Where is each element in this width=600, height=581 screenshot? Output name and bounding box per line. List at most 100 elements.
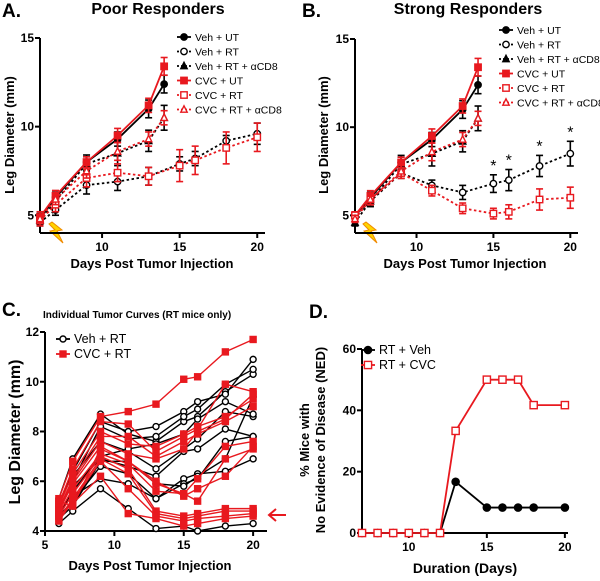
legend-label: CVC + RT: [517, 83, 566, 95]
y-axis-label-d-line1: % Mice with: [297, 403, 312, 477]
y-tick-label: 4: [32, 524, 39, 538]
panel-letter-b: B.: [302, 1, 321, 22]
legend-label: Veh + RT: [517, 40, 561, 52]
data-point: [144, 101, 153, 110]
legend-label: Veh + RT: [74, 332, 127, 346]
y-tick-label: 10: [336, 120, 350, 134]
x-axis-label-c: Days Post Tumor Injection: [68, 558, 231, 573]
x-tick-label: 20: [564, 240, 578, 254]
data-point: [427, 132, 436, 140]
x-tick-label: 15: [487, 240, 501, 254]
x-axis-label-b: Days Post Tumor Injection: [383, 256, 546, 271]
data-point: [366, 194, 375, 203]
data-point: [152, 442, 160, 451]
data-point: [180, 430, 188, 438]
data-point: [96, 485, 105, 493]
x-axis-label-a: Days Post Tumor Injection: [70, 256, 233, 271]
legend-label: Veh + UT: [517, 25, 562, 37]
data-point: [513, 503, 523, 512]
data-point: [175, 161, 184, 170]
legend-marker-icon: [180, 33, 188, 41]
data-point: [474, 63, 482, 72]
data-point: [55, 507, 63, 515]
legend-label: RT + CVC: [379, 358, 436, 372]
data-point: [96, 417, 105, 426]
data-point: [529, 503, 538, 512]
data-point: [249, 355, 257, 364]
legend-label: Veh + UT: [195, 32, 240, 44]
data-point: [513, 375, 523, 384]
data-point: [144, 172, 153, 181]
legend-marker-icon: [180, 76, 188, 85]
data-point: [193, 445, 202, 453]
data-point: [69, 477, 77, 485]
x-tick-label: 5: [42, 538, 49, 552]
data-point: [124, 485, 132, 493]
data-point: [69, 457, 77, 466]
legend-item: CVC + RT: [177, 90, 244, 102]
data-point: [222, 144, 231, 152]
legend-marker-icon: [180, 91, 188, 99]
data-point: [124, 457, 132, 466]
data-point: [35, 213, 45, 223]
data-point: [221, 397, 230, 406]
data-point: [435, 528, 445, 538]
legend-item: Veh + RT: [56, 332, 127, 346]
legend-item: CVC + RT: [499, 83, 566, 95]
data-point: [160, 62, 169, 71]
legend-marker-icon: [501, 97, 511, 106]
data-point: [82, 165, 91, 175]
data-point: [482, 503, 492, 512]
data-point: [560, 400, 570, 410]
data-point: [180, 375, 188, 383]
legend-marker-icon: [502, 69, 510, 78]
legend-label: Veh + RT + αCD8: [517, 54, 600, 66]
data-point: [221, 514, 230, 523]
legend-item: CVC + RT + αCD8: [499, 97, 600, 110]
data-point: [69, 502, 77, 510]
data-point: [396, 166, 406, 175]
data-point: [451, 426, 460, 436]
data-point: [152, 422, 160, 431]
data-point: [180, 412, 188, 421]
data-point: [96, 445, 105, 453]
legend-label: CVC + UT: [517, 69, 566, 81]
data-point: [96, 457, 105, 466]
data-point: [152, 514, 160, 523]
data-point: [388, 528, 398, 538]
y-tick-label: 40: [343, 403, 357, 417]
data-point: [458, 102, 467, 110]
legend-marker-icon: [179, 60, 189, 70]
legend-marker-icon: [363, 360, 373, 370]
legend-item: CVC + RT: [56, 347, 131, 361]
x-axis-label-d: Duration (Days): [413, 560, 517, 576]
y-axis-label-b: Leg Diameter (mm): [316, 76, 331, 194]
y-axis-label-d-line2: No Evidence of Disease (NED): [313, 347, 328, 533]
x-tick-label: 15: [480, 540, 494, 554]
legend-item: Veh + UT: [177, 32, 240, 44]
data-point: [180, 445, 188, 453]
y-tick-label: 6: [32, 474, 39, 488]
legend-item: CVC + RT + αCD8: [177, 104, 282, 117]
data-point: [124, 509, 132, 518]
data-point: [152, 432, 160, 441]
data-point: [458, 134, 467, 143]
data-point: [221, 522, 230, 530]
data-point: [191, 156, 200, 165]
legend-marker-icon: [502, 26, 510, 34]
data-point: [152, 477, 160, 485]
data-point: [458, 188, 467, 197]
y-tick-label: 10: [26, 375, 40, 389]
data-point: [249, 512, 257, 520]
y-tick-label: 60: [343, 342, 357, 356]
panel-letter-d: D.: [309, 302, 328, 323]
data-point: [535, 195, 544, 204]
data-point: [504, 176, 513, 184]
x-tick-label: 10: [95, 240, 109, 254]
data-point: [160, 80, 169, 88]
data-point: [249, 335, 257, 344]
data-point: [373, 528, 382, 538]
significance-asterisk: *: [536, 138, 542, 155]
data-point: [96, 437, 105, 446]
data-point: [489, 179, 498, 188]
